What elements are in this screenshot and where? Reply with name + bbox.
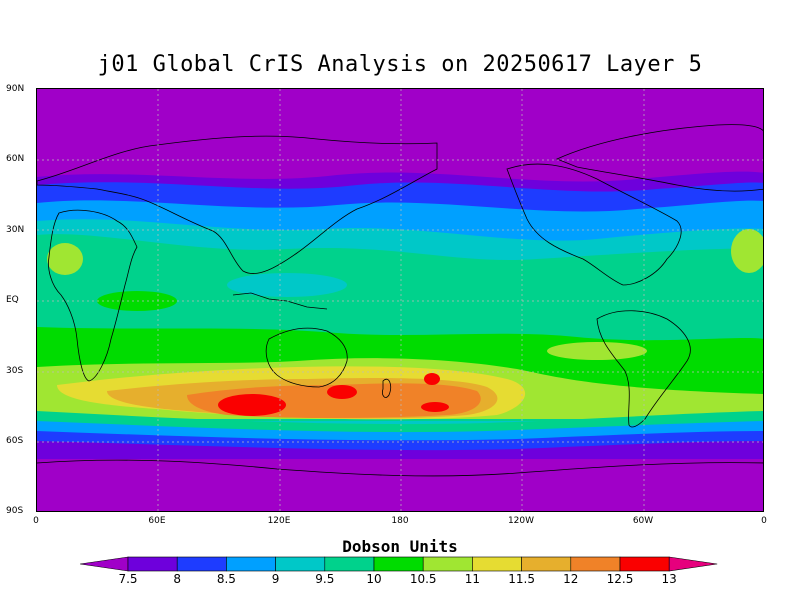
colorbar-swatch: [127, 556, 178, 572]
field-max-4: [424, 373, 440, 385]
colorbar-high-triangle: [668, 556, 718, 572]
colorbar-swatch: [521, 556, 572, 572]
colorbar-swatch: [176, 556, 227, 572]
field-band-south-royal: [37, 431, 763, 451]
field-feature-tropical-5: [487, 293, 627, 317]
colorbar-tick-label: 11.5: [508, 572, 535, 586]
colorbar-swatch: [226, 556, 276, 572]
coastline-new-zealand: [382, 378, 391, 398]
lat-label-30n: 30N: [6, 225, 25, 235]
lon-label-0: 0: [33, 516, 39, 526]
lon-label-0-east: 0: [761, 516, 767, 526]
ozone-map: [36, 88, 764, 512]
colorbar-swatch: [619, 556, 670, 572]
colorbar-swatch: [324, 556, 375, 572]
colorbar-title: Dobson Units: [342, 537, 458, 556]
colorbar-swatch: [472, 556, 522, 572]
coastline-eurasia: [37, 135, 438, 274]
colorbar-low-triangle: [80, 556, 129, 572]
coastline-greenland: [555, 124, 763, 192]
lon-label-60e: 60E: [148, 516, 166, 526]
lon-label-120e: 120E: [267, 516, 291, 526]
colorbar-tick-label: 9.5: [315, 572, 335, 586]
colorbar-tick-label: 10.5: [409, 572, 437, 586]
colorbar-tick-label: 7.5: [118, 572, 138, 586]
field-feature-tropical-1: [47, 243, 83, 275]
field-feature-tropical-3: [547, 342, 647, 360]
colorbar-swatch: [570, 556, 621, 572]
coastline-antarctica: [37, 459, 763, 477]
colorbar-tick-label: 10: [366, 572, 382, 586]
colorbar-tick-label: 12: [563, 572, 579, 586]
colorbar-tick-label: 8: [173, 572, 181, 586]
lat-label-90n: 90N: [6, 84, 25, 94]
colorbar-tick-label: 9: [271, 572, 280, 586]
colorbar-swatch: [422, 556, 473, 572]
coastlines: [37, 124, 763, 477]
colorbar-swatch: [373, 556, 424, 572]
field-band-south-cyan: [37, 421, 763, 441]
graticule: [37, 89, 763, 511]
lon-label-180: 180: [391, 516, 409, 526]
lat-label-eq: EQ: [6, 295, 19, 305]
ozone-map-canvas: [37, 89, 763, 511]
coastline-africa: [48, 209, 138, 382]
coastline-indonesia: [232, 292, 328, 310]
lat-label-60s: 60S: [6, 436, 24, 446]
coastline-south-america: [596, 310, 691, 428]
colorbar-tick-label: 13: [661, 572, 677, 586]
field-max-2: [327, 385, 357, 399]
lat-label-30s: 30S: [6, 366, 24, 376]
chart-title: j01 Global CrIS Analysis on 20250617 Lay…: [97, 52, 703, 77]
field-band-antarctic: [37, 459, 763, 511]
field-max-1: [218, 394, 286, 416]
colorbar-swatch: [275, 556, 326, 572]
coastline-north-america: [506, 163, 682, 286]
colorbar: [80, 556, 718, 572]
lat-label-60n: 60N: [6, 154, 25, 164]
lat-label-90s: 90S: [6, 506, 24, 516]
field-max-3: [421, 402, 449, 412]
colorbar-tick-label: 11: [464, 572, 481, 586]
lon-label-60w: 60W: [632, 516, 654, 526]
coastline-australia: [265, 327, 348, 388]
colorbar-tick-label: 12.5: [606, 572, 634, 586]
field-feature-tropical-6: [227, 273, 347, 297]
lon-label-120w: 120W: [507, 516, 535, 526]
field-feature-tropical-2: [731, 229, 763, 273]
colorbar-tick-label: 8.5: [216, 572, 236, 586]
